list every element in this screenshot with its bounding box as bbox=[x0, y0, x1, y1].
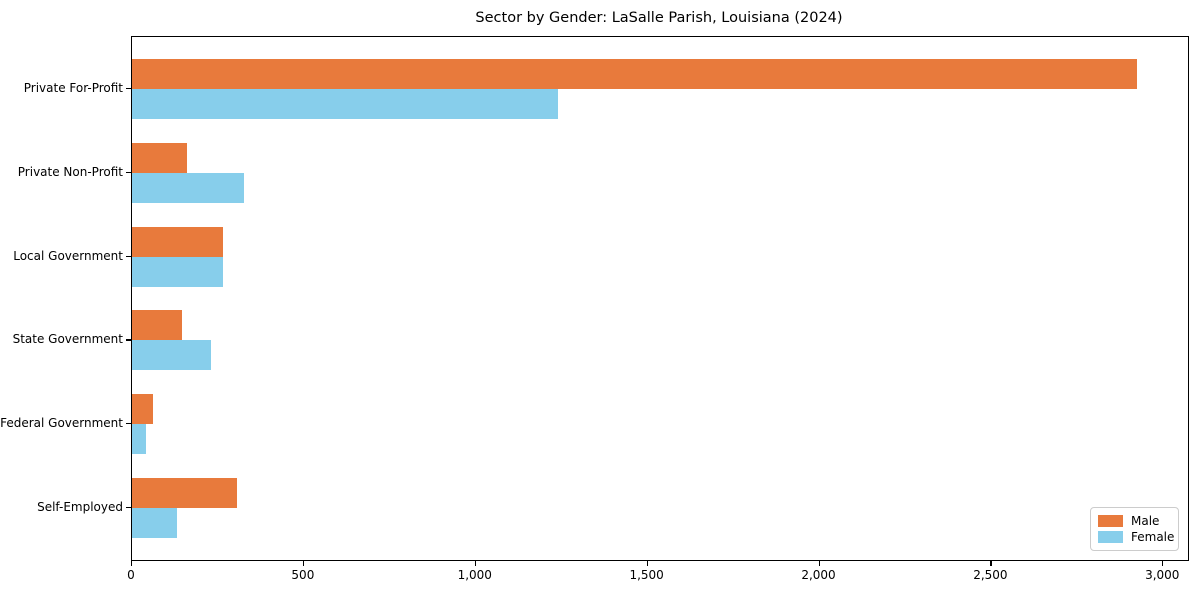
bar-male-3 bbox=[132, 226, 224, 257]
x-tick-label: 3,000 bbox=[1145, 568, 1180, 582]
y-tick-mark bbox=[126, 255, 131, 257]
bar-male-5 bbox=[132, 394, 153, 425]
bar-female-3 bbox=[132, 256, 224, 287]
y-tick-label: Private For-Profit bbox=[23, 81, 123, 96]
y-tick-mark bbox=[126, 506, 131, 508]
legend-label-male: Male bbox=[1131, 514, 1160, 528]
x-tick-label: 1,000 bbox=[457, 568, 492, 582]
x-tick-label: 2,500 bbox=[973, 568, 1008, 582]
x-tick-mark bbox=[1162, 560, 1164, 566]
x-tick-mark bbox=[818, 560, 820, 566]
bar-male-2 bbox=[132, 143, 187, 173]
bar-female-2 bbox=[132, 173, 244, 203]
y-tick-label: Federal Government bbox=[0, 416, 123, 431]
legend-swatch-female bbox=[1098, 531, 1123, 543]
x-tick-label: 500 bbox=[291, 568, 315, 582]
legend: Male Female bbox=[1090, 507, 1179, 551]
y-tick-label: Private Non-Profit bbox=[17, 165, 123, 179]
bar-male-4 bbox=[132, 310, 182, 341]
y-tick-mark bbox=[126, 172, 131, 174]
x-tick-label: 2,000 bbox=[801, 568, 836, 582]
bar-female-4 bbox=[132, 340, 212, 371]
x-tick-mark bbox=[990, 560, 992, 566]
plot-area bbox=[131, 36, 1189, 561]
legend-item-male: Male bbox=[1098, 513, 1170, 529]
y-tick-label: State Government bbox=[12, 332, 123, 347]
x-tick-label: 1,500 bbox=[629, 568, 664, 582]
y-tick-mark bbox=[126, 339, 131, 341]
y-tick-label: Local Government bbox=[13, 248, 123, 263]
y-tick-mark bbox=[126, 88, 131, 90]
bar-female-5 bbox=[132, 424, 146, 455]
x-tick-mark bbox=[302, 560, 305, 566]
x-tick-label: 0 bbox=[127, 568, 135, 582]
legend-label-female: Female bbox=[1131, 530, 1175, 544]
y-tick-label: Self-Employed bbox=[37, 499, 123, 514]
y-tick-mark bbox=[126, 423, 131, 425]
bar-female-1 bbox=[132, 89, 559, 120]
x-tick-mark bbox=[646, 560, 648, 566]
bar-male-1 bbox=[132, 59, 1138, 90]
legend-swatch-male bbox=[1098, 515, 1123, 527]
x-tick-mark bbox=[131, 560, 133, 566]
bar-male-6 bbox=[132, 477, 237, 508]
legend-item-female: Female bbox=[1098, 529, 1174, 545]
chart-title: Sector by Gender: LaSalle Parish, Louisi… bbox=[475, 10, 843, 26]
x-tick-mark bbox=[474, 560, 476, 566]
bar-female-6 bbox=[132, 507, 177, 538]
